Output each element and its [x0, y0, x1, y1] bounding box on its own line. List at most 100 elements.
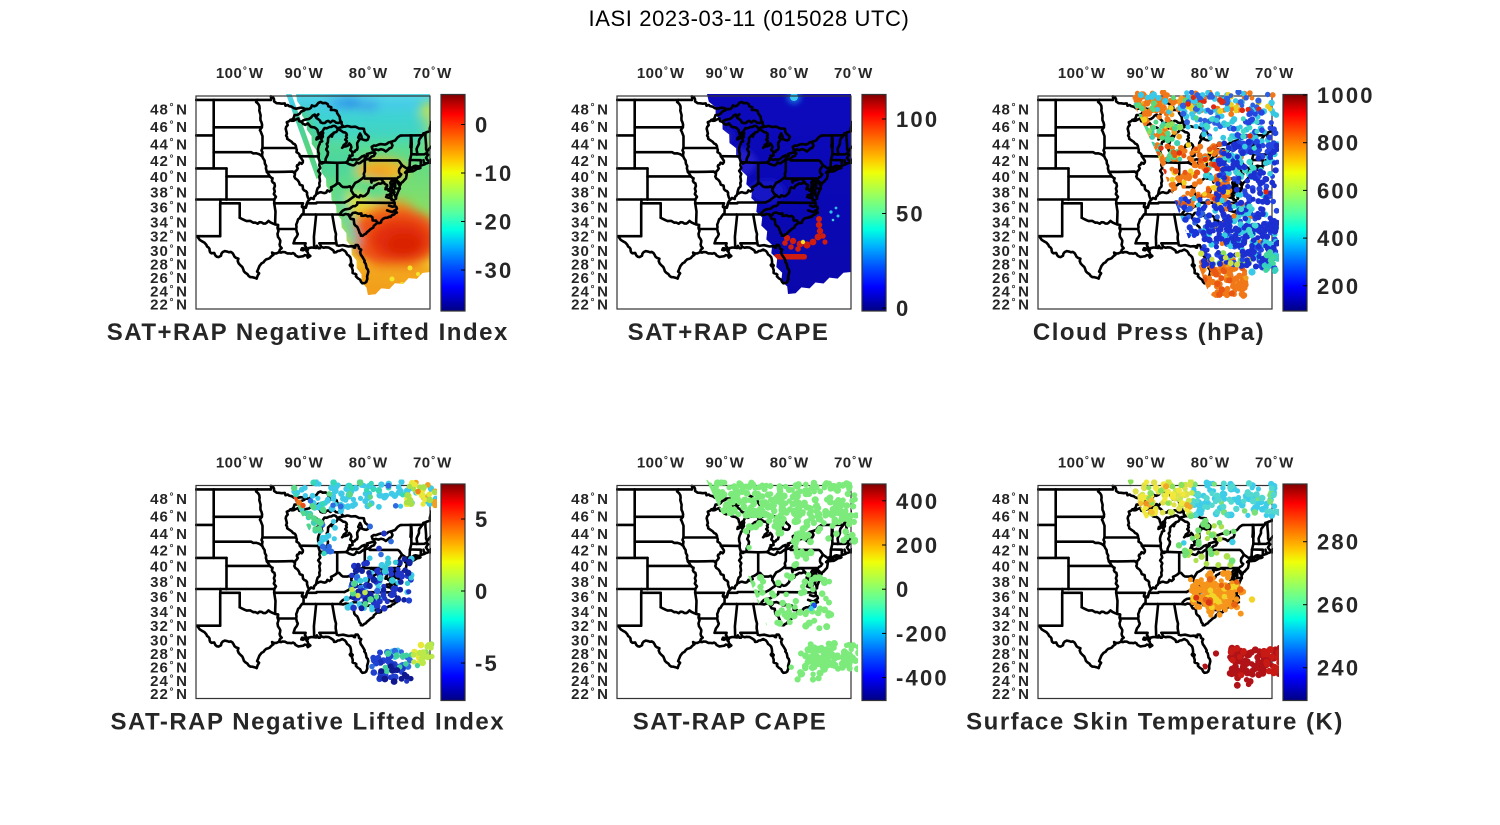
svg-text:32°N: 32° N	[992, 618, 1030, 635]
svg-text:40°N: 40° N	[992, 169, 1030, 186]
svg-text:80°W: 80° W	[349, 455, 388, 472]
svg-text:40°N: 40° N	[571, 558, 609, 575]
svg-text:-20: -20	[475, 210, 513, 235]
svg-text:0: 0	[475, 113, 489, 138]
svg-text:38°N: 38° N	[150, 184, 188, 201]
svg-text:28°N: 28° N	[992, 646, 1030, 663]
svg-text:48°N: 48° N	[150, 102, 188, 119]
svg-text:100°W: 100° W	[216, 455, 264, 472]
svg-text:90°W: 90° W	[705, 65, 744, 82]
svg-text:24°N: 24° N	[150, 673, 188, 690]
svg-text:400: 400	[1317, 226, 1360, 251]
svg-text:0: 0	[896, 577, 910, 602]
svg-text:32°N: 32° N	[571, 618, 609, 635]
svg-text:36°N: 36° N	[571, 200, 609, 217]
svg-text:22°N: 22° N	[150, 686, 188, 703]
svg-text:100°W: 100° W	[637, 455, 685, 472]
svg-text:22°N: 22° N	[571, 297, 609, 314]
svg-text:24°N: 24° N	[150, 283, 188, 300]
svg-text:38°N: 38° N	[571, 574, 609, 591]
svg-text:36°N: 36° N	[150, 200, 188, 217]
svg-text:200: 200	[1317, 274, 1360, 299]
svg-text:40°N: 40° N	[992, 558, 1030, 575]
svg-text:32°N: 32° N	[150, 229, 188, 246]
svg-text:26°N: 26° N	[571, 270, 609, 287]
svg-text:28°N: 28° N	[571, 257, 609, 274]
svg-text:30°N: 30° N	[571, 243, 609, 260]
svg-text:70°W: 70° W	[834, 65, 873, 82]
svg-text:50: 50	[896, 202, 925, 227]
svg-text:46°N: 46° N	[992, 119, 1030, 136]
svg-text:22°N: 22° N	[150, 297, 188, 314]
svg-text:IASI 2023-03-11 (015028 UTC): IASI 2023-03-11 (015028 UTC)	[589, 6, 910, 31]
svg-text:46°N: 46° N	[571, 509, 609, 526]
svg-text:34°N: 34° N	[150, 604, 188, 621]
svg-text:1000: 1000	[1317, 83, 1375, 108]
svg-text:42°N: 42° N	[150, 542, 188, 559]
svg-text:46°N: 46° N	[150, 119, 188, 136]
svg-text:48°N: 48° N	[992, 491, 1030, 508]
svg-text:280: 280	[1317, 530, 1360, 555]
svg-text:SAT+RAP Negative Lifted Index: SAT+RAP Negative Lifted Index	[107, 319, 509, 346]
svg-text:80°W: 80° W	[770, 65, 809, 82]
svg-text:100°W: 100° W	[216, 65, 264, 82]
svg-text:SAT+RAP CAPE: SAT+RAP CAPE	[628, 319, 830, 346]
svg-text:600: 600	[1317, 178, 1360, 203]
svg-text:70°W: 70° W	[413, 65, 452, 82]
svg-text:-5: -5	[475, 651, 499, 676]
svg-text:70°W: 70° W	[1255, 455, 1294, 472]
svg-text:80°W: 80° W	[349, 65, 388, 82]
svg-text:80°W: 80° W	[1191, 65, 1230, 82]
svg-text:28°N: 28° N	[992, 257, 1030, 274]
svg-text:42°N: 42° N	[571, 153, 609, 170]
svg-text:90°W: 90° W	[284, 65, 323, 82]
svg-text:34°N: 34° N	[992, 604, 1030, 621]
svg-text:42°N: 42° N	[992, 153, 1030, 170]
svg-text:32°N: 32° N	[150, 618, 188, 635]
svg-text:24°N: 24° N	[992, 673, 1030, 690]
svg-text:90°W: 90° W	[705, 455, 744, 472]
svg-text:38°N: 38° N	[150, 574, 188, 591]
svg-text:48°N: 48° N	[571, 491, 609, 508]
svg-text:90°W: 90° W	[1126, 65, 1165, 82]
svg-text:48°N: 48° N	[992, 102, 1030, 119]
svg-text:90°W: 90° W	[284, 455, 323, 472]
svg-text:70°W: 70° W	[834, 455, 873, 472]
svg-text:26°N: 26° N	[571, 660, 609, 677]
svg-text:Cloud Press (hPa): Cloud Press (hPa)	[1033, 319, 1265, 346]
svg-text:400: 400	[896, 489, 939, 514]
svg-text:44°N: 44° N	[992, 526, 1030, 543]
svg-text:34°N: 34° N	[992, 214, 1030, 231]
svg-text:5: 5	[475, 507, 489, 532]
svg-text:80°W: 80° W	[770, 455, 809, 472]
svg-text:40°N: 40° N	[571, 169, 609, 186]
svg-text:36°N: 36° N	[992, 589, 1030, 606]
svg-text:26°N: 26° N	[992, 660, 1030, 677]
svg-text:30°N: 30° N	[150, 243, 188, 260]
svg-text:48°N: 48° N	[150, 491, 188, 508]
svg-text:240: 240	[1317, 656, 1360, 681]
svg-text:38°N: 38° N	[571, 184, 609, 201]
svg-text:100: 100	[896, 107, 939, 132]
svg-text:46°N: 46° N	[992, 509, 1030, 526]
svg-text:48°N: 48° N	[571, 102, 609, 119]
svg-text:-200: -200	[896, 621, 949, 646]
svg-text:Surface Skin Temperature (K): Surface Skin Temperature (K)	[966, 709, 1344, 736]
svg-text:24°N: 24° N	[571, 673, 609, 690]
svg-text:28°N: 28° N	[150, 257, 188, 274]
svg-text:0: 0	[475, 579, 489, 604]
svg-text:70°W: 70° W	[413, 455, 452, 472]
svg-text:260: 260	[1317, 593, 1360, 618]
svg-text:34°N: 34° N	[571, 214, 609, 231]
svg-text:80°W: 80° W	[1191, 455, 1230, 472]
svg-text:46°N: 46° N	[571, 119, 609, 136]
svg-text:28°N: 28° N	[150, 646, 188, 663]
svg-text:44°N: 44° N	[571, 526, 609, 543]
svg-text:70°W: 70° W	[1255, 65, 1294, 82]
svg-text:800: 800	[1317, 131, 1360, 156]
svg-text:30°N: 30° N	[992, 632, 1030, 649]
svg-text:32°N: 32° N	[571, 229, 609, 246]
svg-text:44°N: 44° N	[150, 526, 188, 543]
svg-text:SAT-RAP Negative Lifted Index: SAT-RAP Negative Lifted Index	[110, 709, 505, 736]
svg-text:22°N: 22° N	[992, 686, 1030, 703]
